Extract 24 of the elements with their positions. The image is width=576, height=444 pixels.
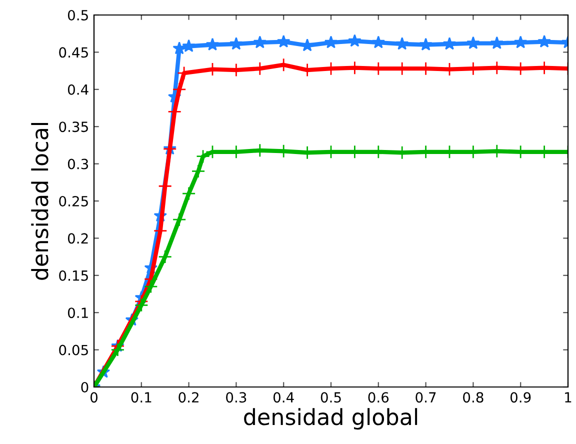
y-axis-title: densidad local xyxy=(31,122,48,280)
x-tick-label: 0.1 xyxy=(131,392,152,403)
x-tick-label: 0.4 xyxy=(273,392,294,403)
y-tick-label: 0.3 xyxy=(68,158,88,170)
y-tick-label: 0.1 xyxy=(68,308,88,318)
y-tick-label: 0.45 xyxy=(59,47,88,58)
y-tick-label: 0.15 xyxy=(59,270,88,281)
y-tick-label: 0.05 xyxy=(59,344,88,356)
x-tick-label: 0.6 xyxy=(368,392,389,403)
x-tick-label: 1 xyxy=(565,392,572,402)
x-tick-label: 0.8 xyxy=(463,392,484,403)
y-tick-label: 0.4 xyxy=(68,84,88,95)
x-axis-title: densidad global xyxy=(244,408,418,430)
x-tick-label: 0.9 xyxy=(510,392,531,403)
y-tick-label: 0.2 xyxy=(68,233,88,244)
x-tick-label: 0.7 xyxy=(416,392,436,403)
x-tick-label: 0 xyxy=(90,392,98,403)
y-tick-label: 0.25 xyxy=(59,196,88,206)
y-tick-label: 0.35 xyxy=(59,122,88,132)
y-tick-label: 0.5 xyxy=(68,10,88,20)
y-tick-label: 0 xyxy=(81,382,88,392)
x-tick-label: 0.2 xyxy=(178,392,198,403)
x-tick-label: 0.5 xyxy=(320,392,341,403)
x-tick-label: 0.3 xyxy=(226,392,246,403)
